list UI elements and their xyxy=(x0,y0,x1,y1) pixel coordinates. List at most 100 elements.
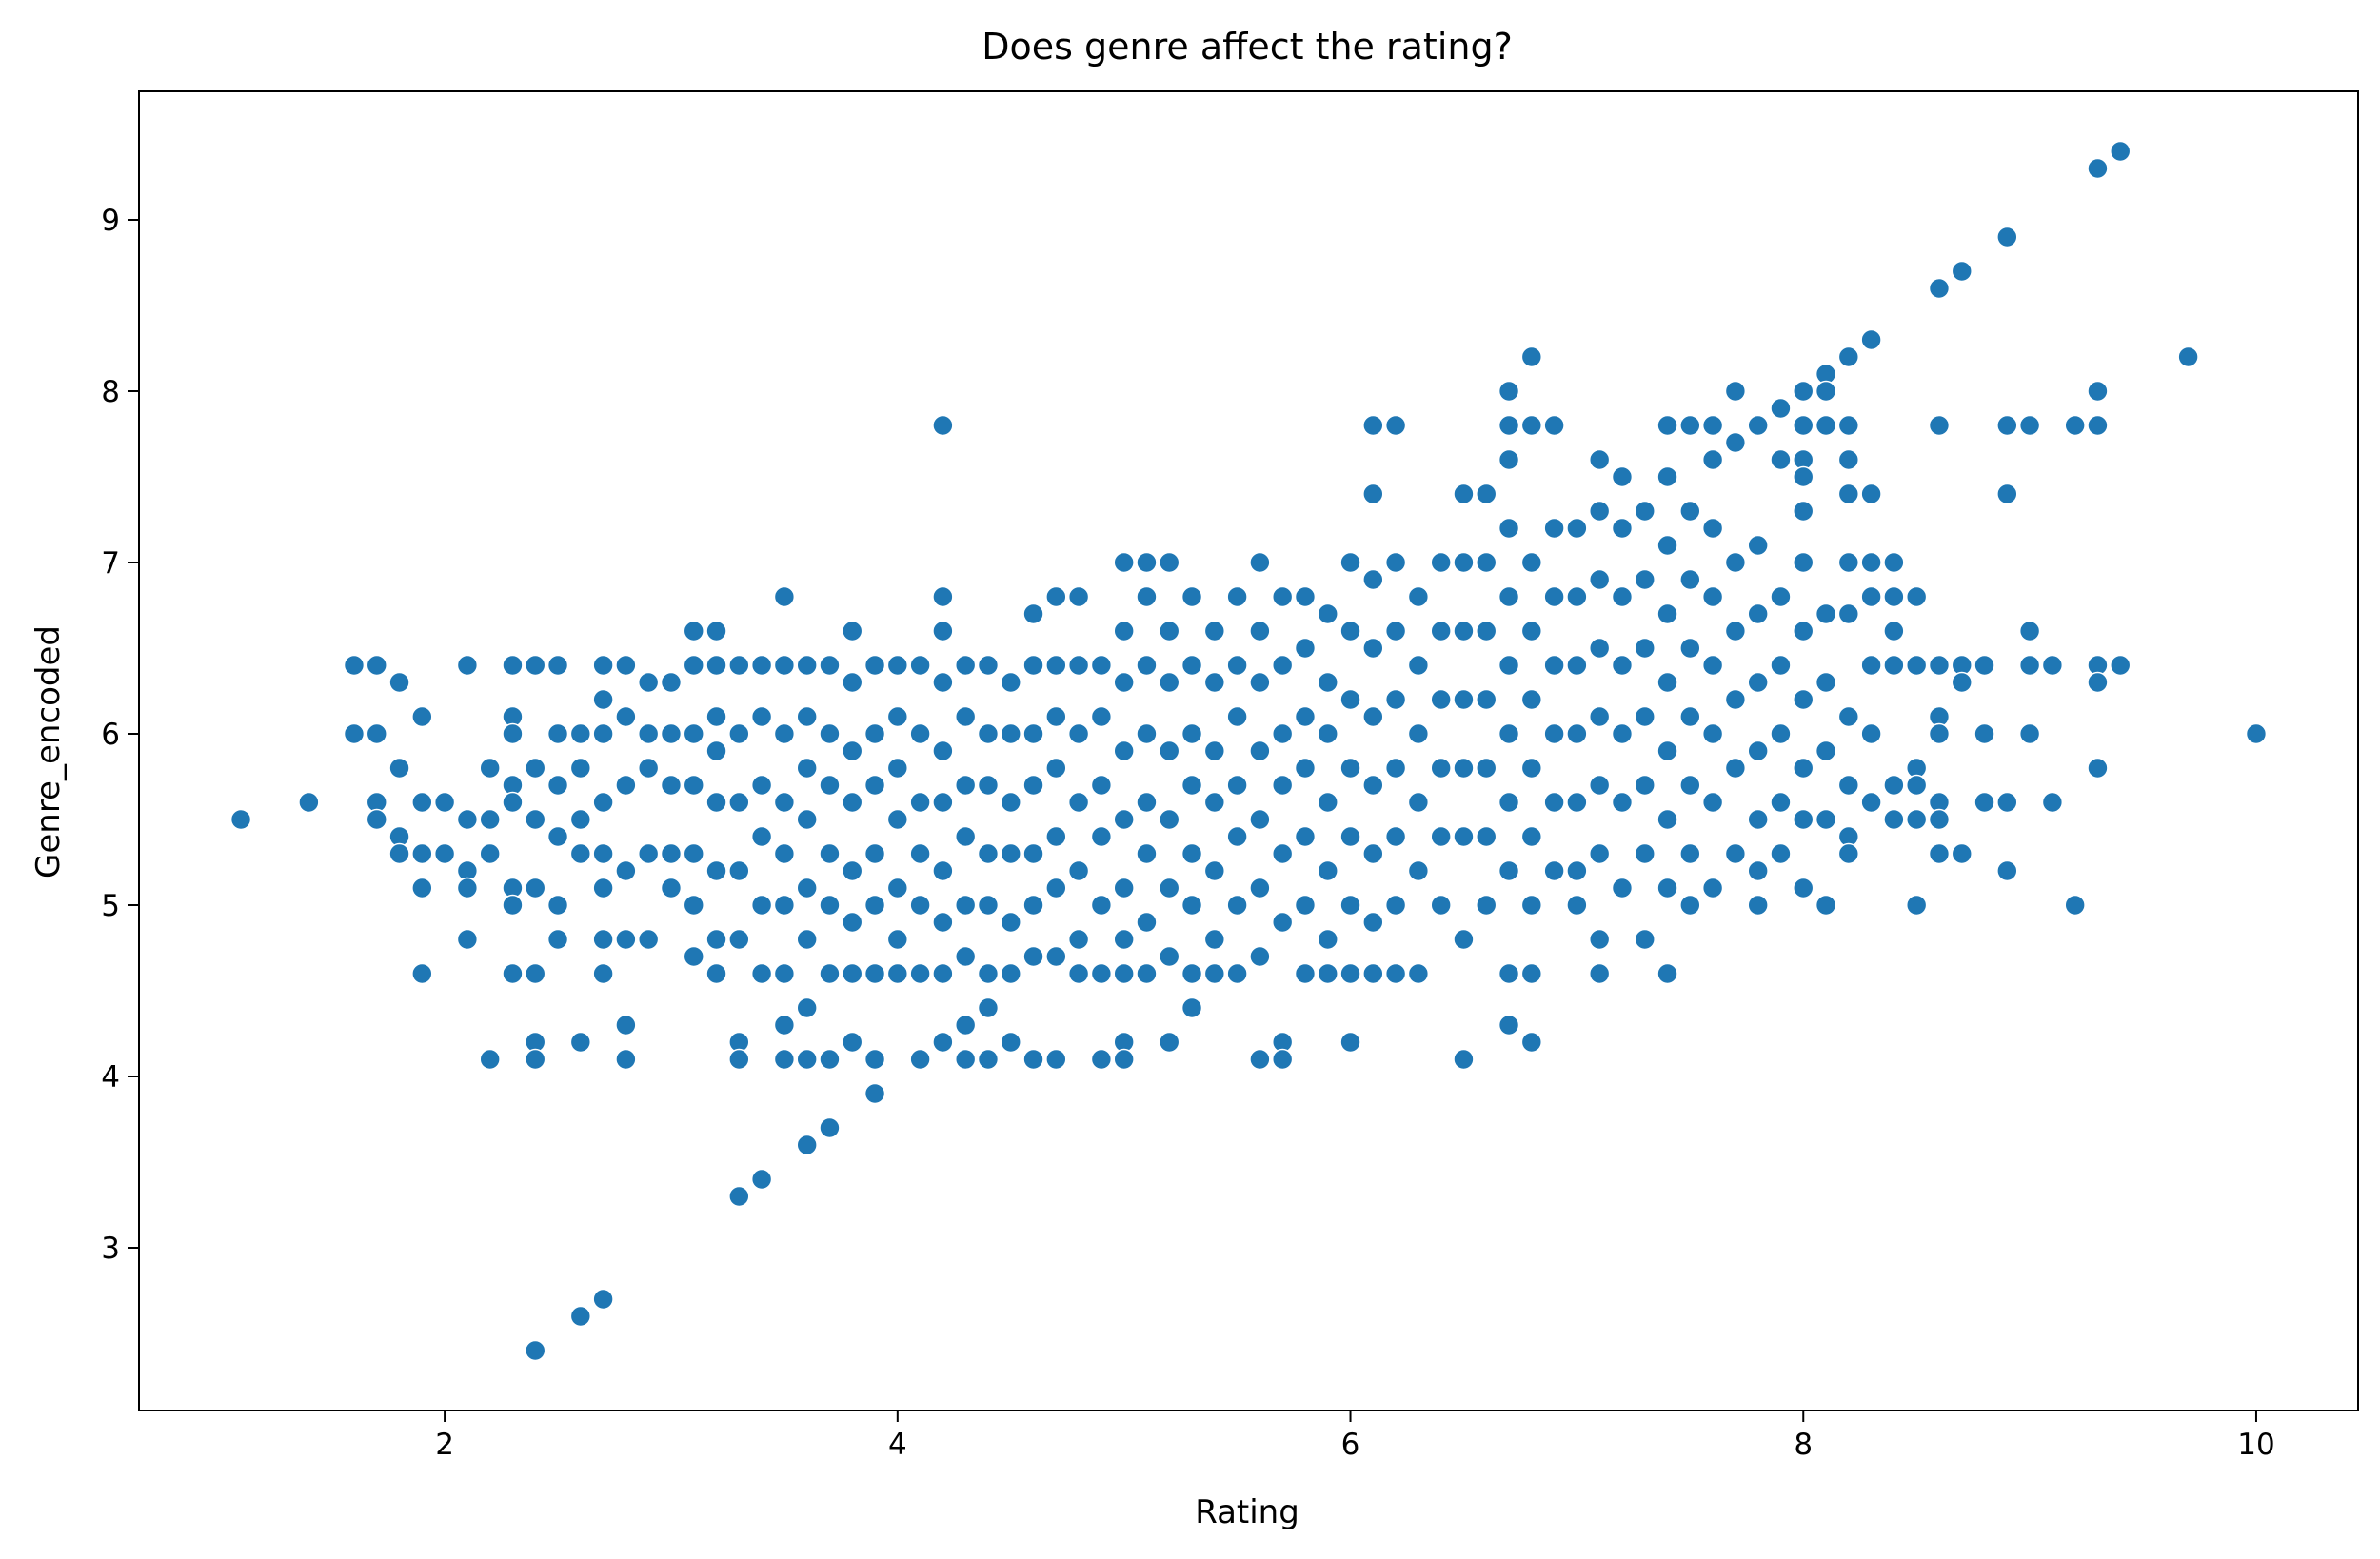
data-point xyxy=(1973,654,1995,677)
data-point xyxy=(1317,791,1339,814)
data-point xyxy=(1090,962,1113,985)
data-point xyxy=(546,928,569,951)
data-point xyxy=(1611,517,1634,540)
data-point xyxy=(977,962,1000,985)
data-point xyxy=(411,962,433,985)
data-point xyxy=(2018,620,2041,642)
data-point xyxy=(1905,585,1928,608)
data-point xyxy=(1724,551,1747,574)
data-point xyxy=(1497,517,1520,540)
data-point xyxy=(705,859,727,882)
data-point xyxy=(1407,654,1430,677)
data-point xyxy=(1724,688,1747,711)
data-point xyxy=(615,1014,637,1036)
data-point xyxy=(1497,414,1520,437)
data-point xyxy=(1407,585,1430,608)
data-point xyxy=(1000,842,1022,865)
data-point xyxy=(388,671,410,694)
data-point xyxy=(2087,414,2109,437)
data-point xyxy=(456,808,479,831)
data-point xyxy=(1453,928,1475,951)
data-point xyxy=(1815,894,1837,917)
data-point xyxy=(1860,483,1882,505)
data-point xyxy=(1996,226,2018,248)
data-point xyxy=(1588,500,1611,523)
data-point xyxy=(1000,791,1022,814)
data-point xyxy=(1860,551,1882,574)
data-point xyxy=(1973,791,1995,814)
data-point xyxy=(524,1339,546,1362)
data-point xyxy=(705,705,727,728)
data-point xyxy=(1226,705,1248,728)
data-point xyxy=(841,740,863,762)
data-point xyxy=(863,774,886,797)
y-tick-label: 7 xyxy=(101,546,120,581)
data-point xyxy=(773,894,796,917)
data-point xyxy=(1407,722,1430,745)
data-point xyxy=(1453,757,1475,780)
data-point xyxy=(1203,791,1226,814)
data-point xyxy=(1656,534,1678,557)
data-point xyxy=(637,757,660,780)
data-point xyxy=(1770,654,1792,677)
data-point xyxy=(1588,448,1611,471)
data-point xyxy=(1045,1048,1067,1071)
data-point xyxy=(1271,722,1294,745)
data-point xyxy=(1203,740,1226,762)
data-point xyxy=(2064,414,2086,437)
data-point xyxy=(2087,157,2109,180)
data-point xyxy=(660,877,683,899)
data-point xyxy=(1747,414,1769,437)
data-point xyxy=(1996,414,2018,437)
data-point xyxy=(705,962,727,985)
data-point xyxy=(1497,654,1520,677)
data-point xyxy=(1384,688,1407,711)
data-point xyxy=(1724,757,1747,780)
data-point xyxy=(1339,620,1361,642)
data-point xyxy=(1249,808,1271,831)
data-point xyxy=(683,945,705,968)
data-point xyxy=(592,688,614,711)
data-point xyxy=(932,671,954,694)
data-point xyxy=(1203,620,1226,642)
data-point xyxy=(1634,705,1656,728)
data-point xyxy=(1792,380,1815,403)
data-point xyxy=(1770,842,1792,865)
data-point xyxy=(909,894,931,917)
data-point xyxy=(2018,722,2041,745)
data-point xyxy=(954,894,977,917)
data-point xyxy=(728,859,750,882)
data-point xyxy=(1520,757,1543,780)
data-point xyxy=(932,962,954,985)
data-point xyxy=(796,808,818,831)
data-point xyxy=(1362,705,1384,728)
data-point xyxy=(909,654,931,677)
data-point xyxy=(728,722,750,745)
data-point xyxy=(1362,842,1384,865)
data-point xyxy=(863,722,886,745)
data-point xyxy=(773,962,796,985)
data-point xyxy=(1747,534,1769,557)
data-point xyxy=(1996,791,2018,814)
data-point xyxy=(1067,654,1090,677)
data-point xyxy=(1475,483,1497,505)
data-point xyxy=(1770,448,1792,471)
data-point xyxy=(1860,654,1882,677)
data-point xyxy=(886,962,909,985)
data-point xyxy=(977,722,1000,745)
data-point xyxy=(909,1048,931,1071)
data-point xyxy=(1022,774,1044,797)
data-point xyxy=(1180,997,1203,1019)
data-point xyxy=(705,791,727,814)
data-point xyxy=(1022,602,1044,625)
data-point xyxy=(977,654,1000,677)
data-point xyxy=(1928,277,1951,300)
data-point xyxy=(1045,757,1067,780)
data-point xyxy=(1588,705,1611,728)
data-point xyxy=(637,671,660,694)
data-point xyxy=(886,705,909,728)
data-point xyxy=(932,414,954,437)
data-point xyxy=(1475,688,1497,711)
data-point xyxy=(592,654,614,677)
data-point xyxy=(1271,1048,1294,1071)
